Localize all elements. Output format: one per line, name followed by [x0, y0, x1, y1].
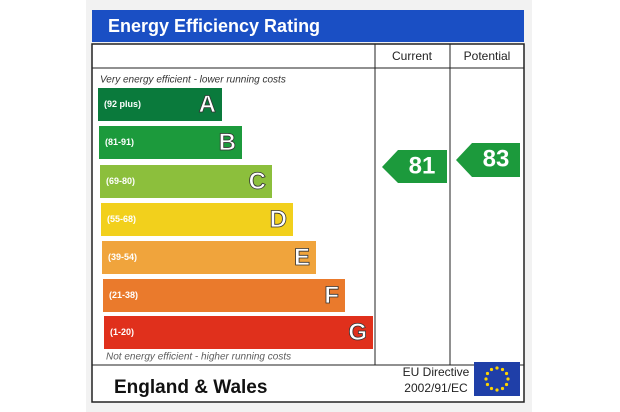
band-letter: D [270, 206, 287, 233]
region: England & Wales [114, 377, 267, 398]
star [500, 386, 505, 391]
band-range: (69-80) [106, 176, 135, 186]
band-letter: G [348, 319, 367, 346]
band-range: (21-38) [109, 290, 138, 300]
column-header: Potential [464, 49, 511, 63]
band-range: (55-68) [107, 214, 136, 224]
column-header: Current [392, 49, 433, 63]
band-letter: E [294, 244, 310, 271]
band-range: (81-91) [105, 137, 134, 147]
potential-arrow [456, 143, 520, 177]
current-rating: 81 [409, 152, 436, 179]
star [504, 371, 509, 376]
star [484, 377, 488, 381]
band-range: (1-20) [110, 327, 134, 337]
band-bar [98, 88, 222, 121]
star [504, 382, 509, 387]
title: Energy Efficiency Rating [108, 16, 320, 36]
directive: EU Directive [403, 365, 470, 379]
star [495, 366, 499, 370]
band-bar [103, 279, 345, 312]
top-note: Very energy efficient - lower running co… [100, 75, 286, 86]
star [485, 371, 490, 376]
bands: (92 plus) A (81-91) B (69-80) C (55-68) D (39-54… [98, 88, 373, 349]
band-bar [100, 165, 272, 198]
band-range: (92 plus) [104, 99, 141, 109]
band-bar [101, 203, 293, 236]
band-bar [104, 316, 373, 349]
star [489, 367, 494, 372]
eu-stars [484, 366, 510, 392]
band-bar [99, 126, 242, 159]
star [506, 377, 510, 381]
star [500, 367, 505, 372]
star [489, 386, 494, 391]
directive: 2002/91/EC [404, 381, 468, 395]
current-arrow [382, 150, 447, 183]
potential-rating: 83 [483, 145, 510, 172]
band-bar [102, 241, 316, 274]
band-letter: B [219, 129, 236, 156]
star [485, 382, 490, 387]
star [495, 388, 499, 392]
band-letter: F [324, 282, 339, 309]
bottom-note: Not energy efficient - higher running co… [106, 352, 291, 363]
band-letter: A [199, 91, 216, 118]
title-bar [92, 10, 524, 42]
band-letter: C [249, 168, 266, 195]
band-range: (39-54) [108, 252, 137, 262]
